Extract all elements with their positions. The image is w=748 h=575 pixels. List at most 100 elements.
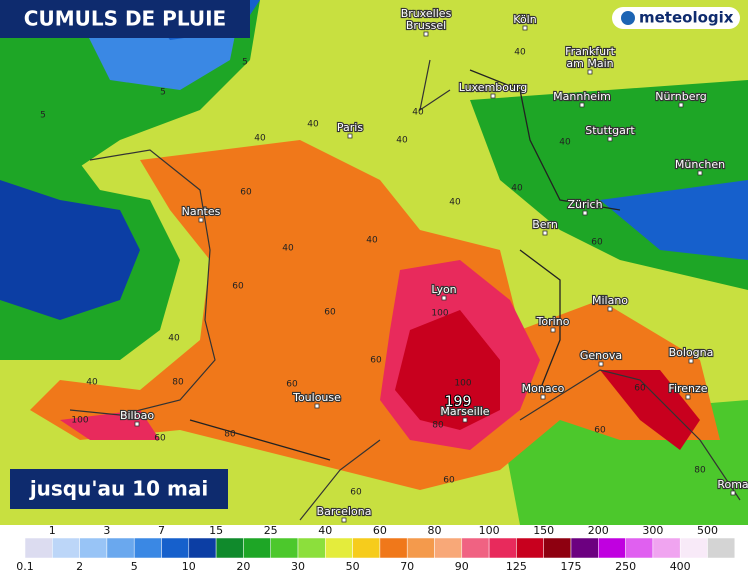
- brand-logo: [621, 11, 635, 25]
- city-label: Zürich: [567, 198, 602, 211]
- contour-label: 40: [307, 120, 319, 130]
- contour-label: 40: [511, 184, 523, 194]
- legend-swatch: [297, 537, 326, 559]
- city-marker: [685, 394, 691, 400]
- city-label: München: [675, 158, 725, 171]
- contour-label: 80: [172, 378, 184, 388]
- city-marker: [134, 421, 140, 427]
- legend-label: 15: [209, 524, 223, 537]
- city-label: Nürnberg: [655, 90, 707, 103]
- city-label: Köln: [513, 13, 536, 26]
- city-marker: [490, 93, 496, 99]
- legend-swatch: [516, 537, 544, 559]
- field-darkred: [600, 370, 700, 450]
- field-blue: [0, 180, 140, 320]
- city-label: am Main: [566, 57, 613, 70]
- city-marker: [607, 136, 613, 142]
- legend-swatch: [434, 537, 463, 559]
- legend-label: 10: [182, 560, 196, 573]
- legend-label: 500: [697, 524, 718, 537]
- brand: meteologix: [639, 9, 734, 27]
- contour-label: 40: [412, 108, 424, 118]
- legend-label: 60: [373, 524, 387, 537]
- legend-swatch: [24, 537, 53, 559]
- legend-swatch: [79, 537, 108, 559]
- legend-label: 100: [479, 524, 500, 537]
- contour-label: 40: [282, 244, 294, 254]
- city-label: Genova: [580, 349, 622, 362]
- legend-label: 70: [400, 560, 414, 573]
- city-label: Lyon: [431, 283, 456, 296]
- field-red: [60, 410, 160, 440]
- city-label: Frankfurt: [565, 45, 615, 58]
- coastline: [69, 59, 741, 521]
- city-marker: [540, 394, 546, 400]
- city-label: Toulouse: [292, 391, 341, 404]
- city-marker: [522, 25, 528, 31]
- legend-label: 3: [103, 524, 110, 537]
- legend-swatch: [243, 537, 271, 559]
- contour-label: 60: [232, 282, 244, 292]
- contour-label: 60: [591, 238, 603, 248]
- legend-label: 125: [506, 560, 527, 573]
- border: [189, 69, 621, 461]
- contour-label: 5: [160, 88, 166, 98]
- legend-swatch: [707, 537, 736, 559]
- city-marker: [582, 210, 588, 216]
- subtitle: jusqu'au 10 mai: [29, 477, 208, 501]
- contour-label: 60: [443, 476, 455, 486]
- legend-label: 1: [49, 524, 56, 537]
- city-marker: [550, 327, 556, 333]
- city-marker: [198, 217, 204, 223]
- legend-label: 80: [428, 524, 442, 537]
- city-label: Monaco: [522, 382, 565, 395]
- city-marker: [607, 306, 613, 312]
- contour-label: 60: [240, 188, 252, 198]
- contour-label: 60: [370, 356, 382, 366]
- contour-label: 80: [694, 466, 706, 476]
- city-marker: [688, 358, 694, 364]
- legend-label: 175: [561, 560, 582, 573]
- legend-swatch: [488, 537, 517, 559]
- contour-label: 5: [242, 58, 248, 68]
- legend-swatch: [270, 537, 299, 559]
- city-marker: [314, 403, 320, 409]
- contour-label: 60: [324, 308, 336, 318]
- legend-label: 200: [588, 524, 609, 537]
- city-label: Paris: [337, 121, 363, 134]
- legend-swatch: [379, 537, 408, 559]
- legend-swatch: [188, 537, 217, 559]
- legend-label: 50: [346, 560, 360, 573]
- city-marker: [542, 230, 548, 236]
- contour-label: 40: [559, 138, 571, 148]
- city-label: Brussel: [406, 19, 446, 32]
- contour-label: 40: [168, 334, 180, 344]
- city-marker: [598, 361, 604, 367]
- legend-swatch: [625, 537, 654, 559]
- contour-label: 100: [431, 309, 448, 319]
- city-marker: [587, 69, 593, 75]
- brand-box: [612, 7, 740, 29]
- contour-label: 100: [71, 416, 88, 426]
- city-marker: [730, 490, 736, 496]
- city-marker: [462, 417, 468, 423]
- city-marker: [347, 133, 353, 139]
- contour-label: 40: [366, 236, 378, 246]
- title: CUMULS DE PLUIE: [24, 7, 226, 31]
- contour-label: 40: [86, 378, 98, 388]
- title-box: [0, 0, 250, 38]
- field-darkred: [395, 310, 500, 430]
- contour-label: 80: [432, 421, 444, 431]
- city-label: Marseille: [440, 405, 489, 418]
- legend-swatch: [570, 537, 599, 559]
- city-label: Bologna: [669, 346, 714, 359]
- city-label: Luxembourg: [459, 81, 528, 94]
- city-label: Milano: [592, 294, 628, 307]
- legend-swatch: [52, 537, 80, 559]
- field-blue: [600, 180, 748, 260]
- contour-label: 60: [154, 434, 166, 444]
- contour-label: 80: [224, 430, 236, 440]
- contour-label: 60: [286, 380, 298, 390]
- contour-label: 40: [254, 134, 266, 144]
